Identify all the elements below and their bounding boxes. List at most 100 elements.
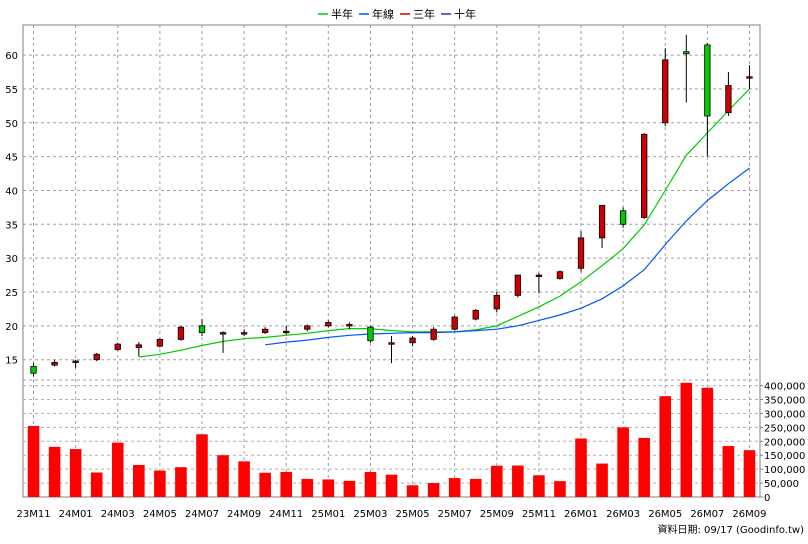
candle-34 xyxy=(746,65,753,89)
candle-22 xyxy=(493,292,500,313)
volume-bar-26 xyxy=(575,438,587,497)
candle-12 xyxy=(283,325,290,335)
candle-32 xyxy=(704,42,711,157)
candle-body-22 xyxy=(493,294,500,310)
legend-label-1: 年線 xyxy=(372,7,394,21)
price-tick-label-3: 30 xyxy=(5,254,18,265)
candle-3 xyxy=(93,352,100,362)
x-tick-label-11: 25M09 xyxy=(480,509,514,520)
candle-body-11 xyxy=(262,328,269,334)
candle-30 xyxy=(662,48,669,127)
candle-2 xyxy=(72,359,79,368)
candle-body-10 xyxy=(240,332,248,335)
volume-tick-label-1: 50,000 xyxy=(764,479,799,490)
candle-6 xyxy=(156,338,164,348)
candle-21 xyxy=(472,308,479,321)
volume-bar-11 xyxy=(259,472,271,497)
candle-7 xyxy=(177,325,185,341)
price-plot-frame xyxy=(22,24,761,498)
legend-label-2: 三年 xyxy=(413,7,435,21)
volume-bar-31 xyxy=(680,382,693,497)
volume-bar-34 xyxy=(743,450,756,497)
candle-14 xyxy=(325,320,332,328)
legend-label-0: 半年 xyxy=(331,7,353,21)
x-tick-label-9: 25M05 xyxy=(396,509,430,520)
candle-10 xyxy=(240,329,248,336)
volume-bar-15 xyxy=(343,480,356,497)
price-tick-label-7: 50 xyxy=(5,119,18,130)
candle-18 xyxy=(409,336,416,347)
candle-body-18 xyxy=(409,337,416,344)
price-tick-label-5: 40 xyxy=(5,186,18,197)
x-tick-label-14: 26M03 xyxy=(606,509,640,520)
volume-bar-6 xyxy=(154,470,166,497)
volume-bar-13 xyxy=(301,478,314,497)
candle-19 xyxy=(430,327,437,341)
candle-body-27 xyxy=(598,204,606,239)
legend: 半年 年線 三年 十年 xyxy=(318,7,476,21)
candle-body-32 xyxy=(704,44,711,117)
volume-bar-7 xyxy=(175,467,187,497)
candle-body-16 xyxy=(367,326,374,342)
volume-bars xyxy=(27,382,756,497)
candle-body-12 xyxy=(283,330,290,334)
candle-body-0 xyxy=(30,366,37,374)
volume-bar-30 xyxy=(659,396,672,497)
volume-bar-19 xyxy=(427,483,440,497)
volume-bar-9 xyxy=(217,455,229,497)
volume-tick-label-4: 200,000 xyxy=(764,437,805,448)
volume-bar-33 xyxy=(722,446,735,497)
x-tick-label-13: 26M01 xyxy=(564,509,598,520)
candle-15 xyxy=(346,322,353,330)
volume-bar-0 xyxy=(27,425,40,497)
volume-bar-1 xyxy=(48,446,61,497)
price-tick-label-8: 55 xyxy=(5,85,18,96)
candle-body-30 xyxy=(662,59,669,124)
x-tick-label-0: 23M11 xyxy=(16,509,50,520)
volume-bar-32 xyxy=(701,387,714,497)
x-axis: 23M11 24M01 24M03 24M05 24M07 24M09 24M11 25M01… xyxy=(16,509,766,520)
x-tick-label-7: 25M01 xyxy=(311,509,345,520)
volume-bar-2 xyxy=(69,449,82,497)
candle-1 xyxy=(51,359,58,367)
volume-tick-label-8: 400,000 xyxy=(764,382,805,393)
price-y-axis: 15 20 25 30 35 40 45 50 55 60 xyxy=(5,51,18,367)
candle-body-20 xyxy=(451,316,458,330)
volume-bar-29 xyxy=(638,437,650,497)
data-date-footer: 資料日期: 09/17 (Goodinfo.tw) xyxy=(657,523,804,536)
candle-body-34 xyxy=(746,76,753,79)
candle-33 xyxy=(725,72,732,116)
candle-13 xyxy=(304,324,311,332)
x-tick-label-17: 26M09 xyxy=(732,509,766,520)
volume-bar-22 xyxy=(490,465,503,497)
candle-body-31 xyxy=(683,51,690,55)
candle-body-21 xyxy=(472,309,479,320)
ma-year-line xyxy=(265,167,750,346)
candle-body-24 xyxy=(535,274,543,277)
x-tick-label-10: 25M07 xyxy=(438,509,472,520)
volume-tick-label-7: 350,000 xyxy=(764,396,805,407)
price-tick-label-2: 25 xyxy=(5,288,18,299)
grid xyxy=(23,25,760,497)
x-tick-label-5: 24M09 xyxy=(227,509,261,520)
candle-body-4 xyxy=(114,343,121,350)
candle-8 xyxy=(198,319,206,336)
candle-body-6 xyxy=(156,338,164,347)
candle-23 xyxy=(514,274,521,298)
candle-0 xyxy=(30,363,37,377)
candle-28 xyxy=(619,207,627,228)
candlesticks xyxy=(30,34,753,377)
volume-bar-24 xyxy=(533,475,545,497)
price-tick-label-1: 20 xyxy=(5,322,18,333)
volume-bar-21 xyxy=(469,478,482,497)
candle-body-17 xyxy=(388,342,395,345)
x-tick-label-15: 26M05 xyxy=(648,509,682,520)
volume-tick-label-0: 0 xyxy=(764,493,770,504)
candle-body-7 xyxy=(177,326,185,340)
candle-body-5 xyxy=(135,344,142,348)
candle-body-26 xyxy=(577,237,585,269)
volume-bar-14 xyxy=(322,479,335,497)
volume-bar-10 xyxy=(238,461,250,497)
